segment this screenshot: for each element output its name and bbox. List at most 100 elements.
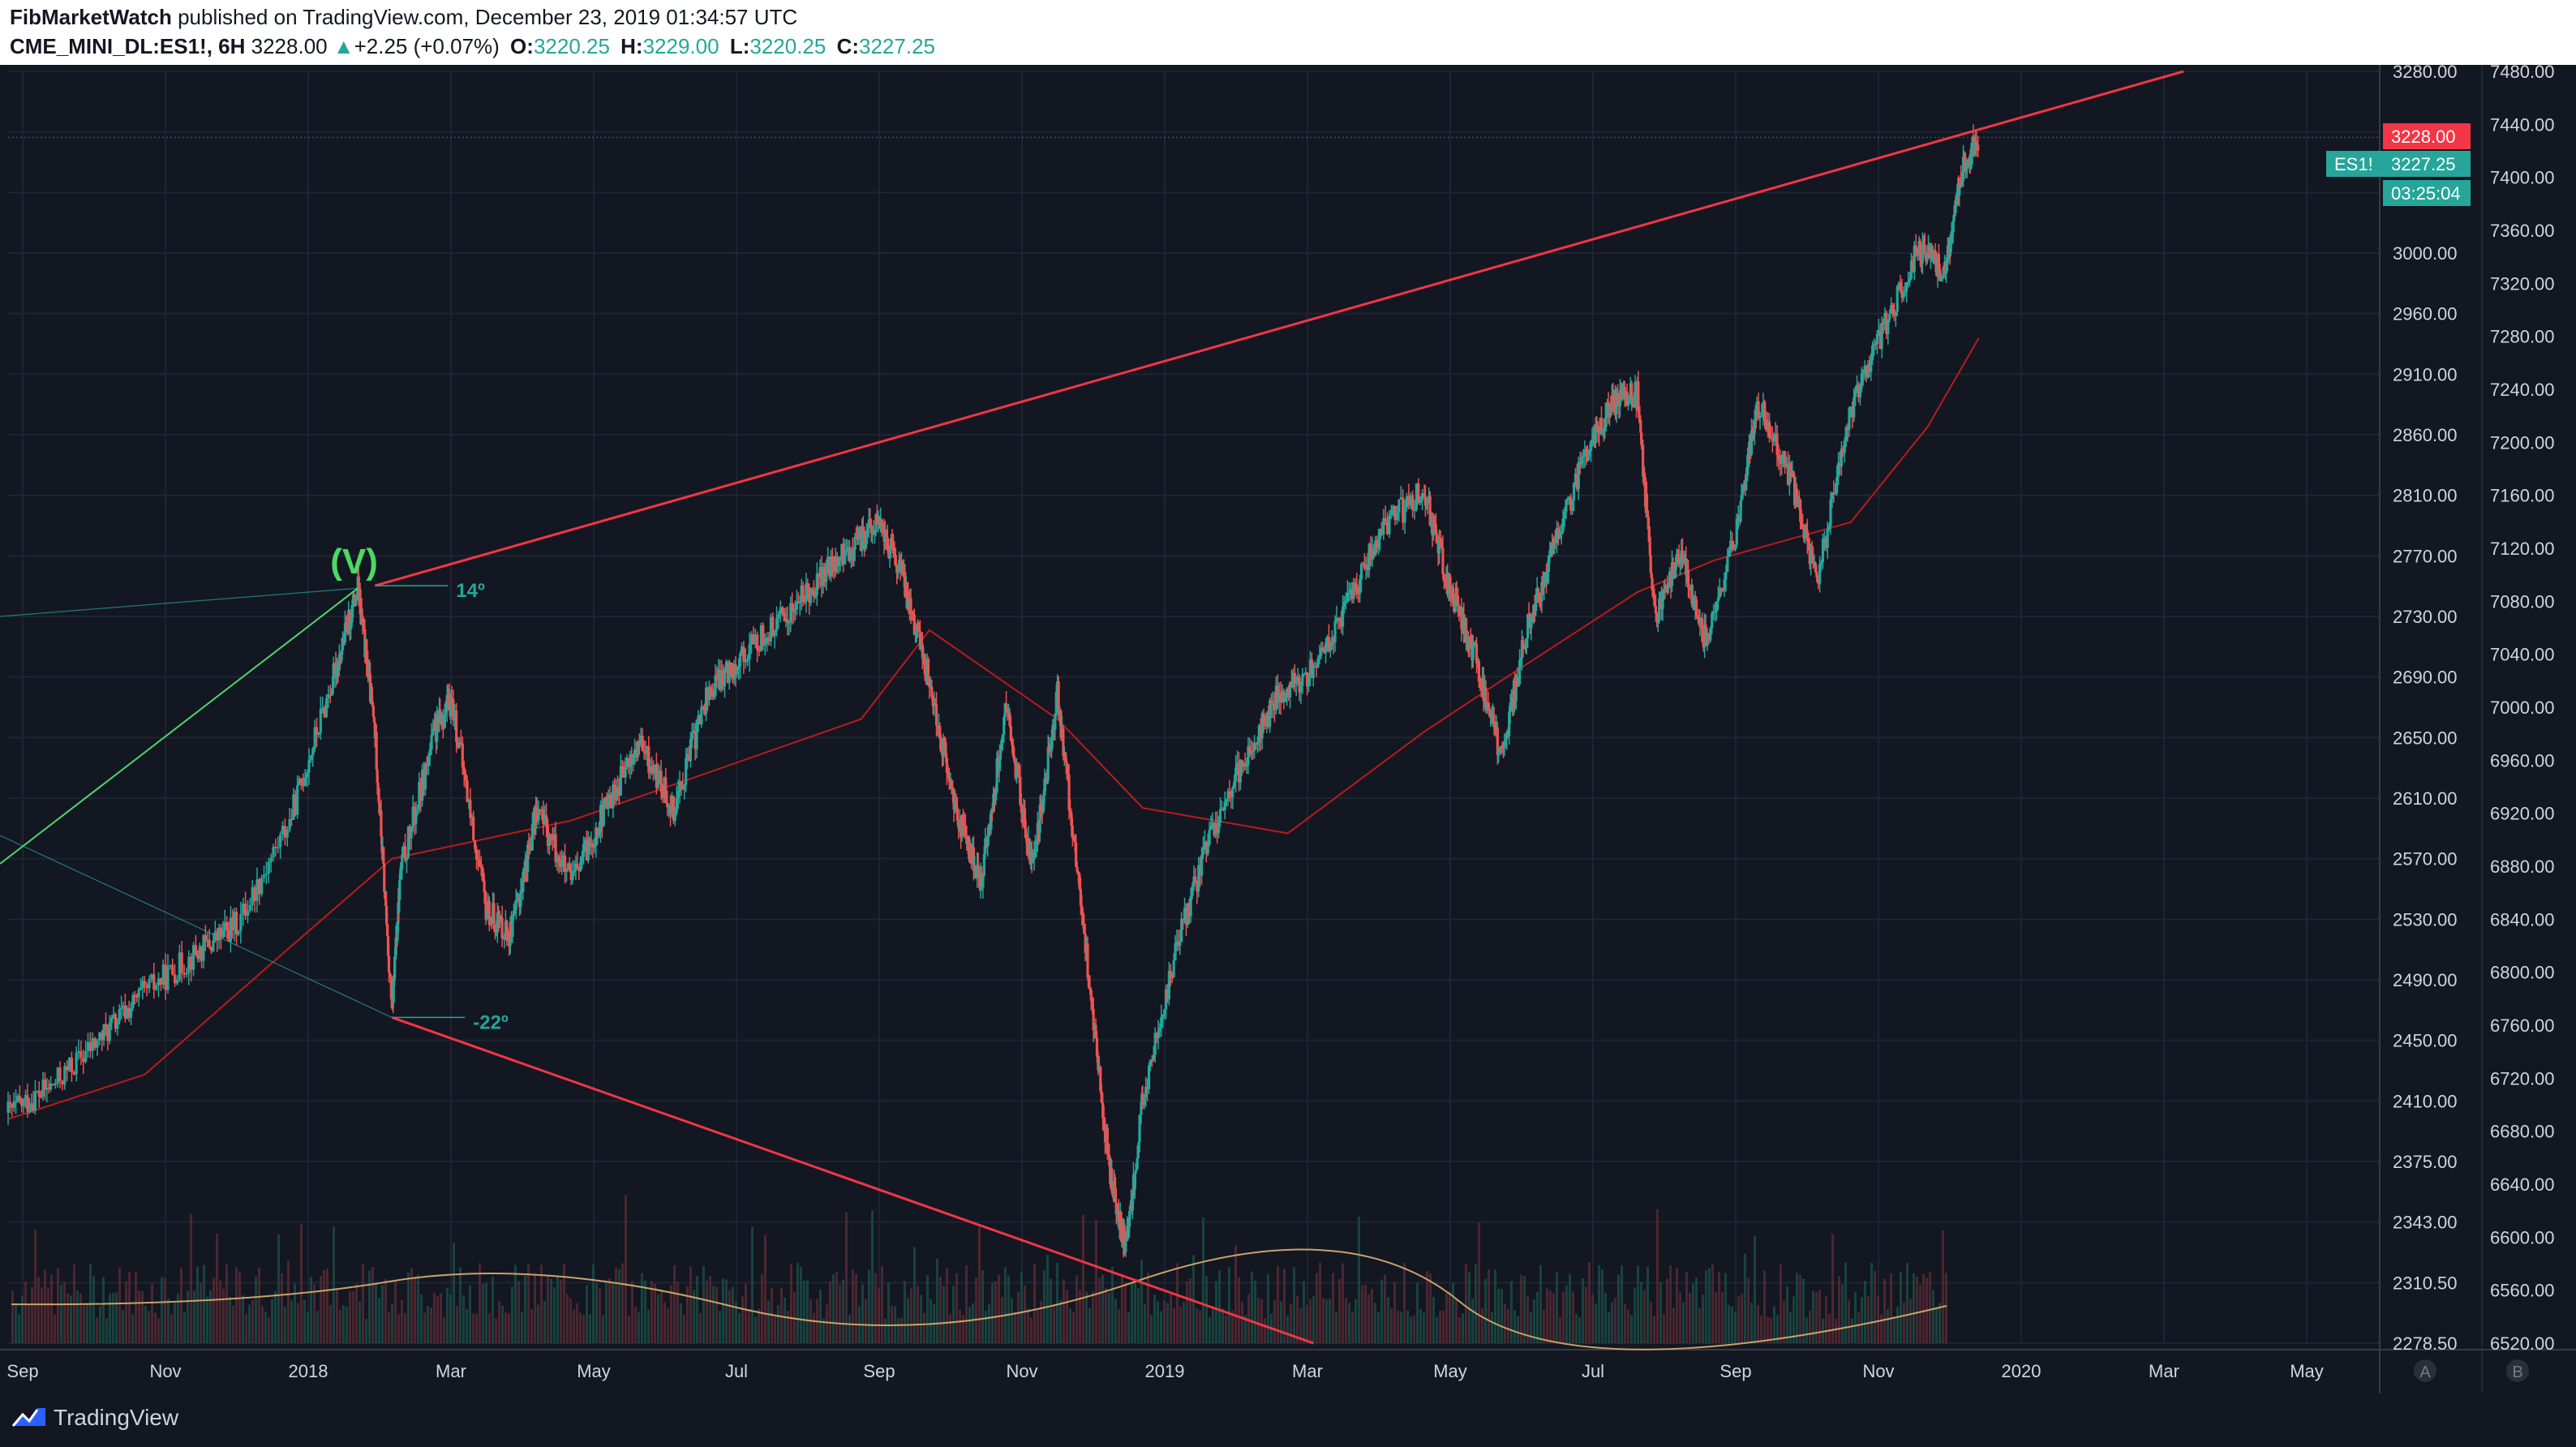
candle-down [1024,828,1028,839]
volume-bar [540,1265,543,1343]
volume-bar [24,1281,27,1343]
volume-bar [86,1303,88,1343]
candle-up [288,818,291,831]
candle-down [1646,517,1650,530]
candle-up [1033,847,1037,849]
candle-up [888,548,891,558]
candle-up [1054,692,1058,714]
symbol-name[interactable]: CME_MINI_DL:ES1!, 6H [10,34,246,58]
volume-bar [1218,1270,1221,1343]
candle-up [1136,1153,1140,1158]
chart-canvas[interactable]: 14º-22º(V)3280.003120.003040.003000.0029… [0,62,2576,1393]
candle-up [1120,1240,1123,1243]
volume-bar [1702,1295,1704,1343]
axis-button-b[interactable]: B [2512,1363,2522,1381]
volume-bar [112,1293,114,1343]
candle-down [786,619,789,624]
volume-bar [1040,1301,1042,1343]
candle-up [22,1098,25,1106]
volume-bar [290,1300,293,1343]
candle-down [1282,690,1286,702]
volume-bar [683,1315,685,1343]
candle-up [1242,763,1245,767]
candle-down [668,805,672,816]
candle-up [1003,703,1007,718]
candle-up [753,634,757,645]
candle-up [267,862,270,874]
volume-pane [11,1195,1947,1350]
candle-up [593,846,596,848]
candle-down [801,585,805,599]
axis-button-a[interactable]: A [2419,1363,2431,1381]
candle-down [1016,766,1020,770]
candle-down [361,616,364,625]
candle-up [191,945,195,970]
candle-down [1841,448,1844,453]
candle-up [1388,515,1391,535]
price-chart[interactable]: 14º-22º(V)3280.003120.003040.003000.0029… [0,62,2576,1393]
candle-down [972,847,976,872]
candle-up [612,784,615,809]
candle-up [1471,645,1475,660]
candle-down [196,954,200,960]
candle-down [385,906,389,925]
author-name[interactable]: FibMarketWatch [10,5,172,29]
volume-bar [884,1318,887,1343]
candle-down [647,746,650,773]
candle-down [1184,908,1188,925]
candle-down [464,774,467,781]
candle-up [1504,739,1507,741]
candle-up [498,917,501,921]
candle-down [455,711,458,742]
candle-up [1250,750,1253,755]
candle-up [1161,1015,1165,1018]
candle-down [1380,529,1383,535]
candle-down [1315,665,1318,668]
candle-up [251,887,254,905]
volume-bar [310,1276,312,1343]
candle-down [1057,681,1060,717]
candle-down [1064,752,1067,762]
candle-up [178,952,181,981]
volume-bar [232,1305,234,1343]
volume-bar [1874,1270,1876,1343]
candle-up [1942,266,1945,278]
tradingview-brand[interactable]: TradingView [54,1405,179,1430]
candle-down [328,694,332,697]
candle-up [512,910,516,917]
volume-bar [732,1286,734,1343]
volume-bar [1711,1264,1714,1343]
candle-up [1128,1205,1132,1211]
candle-down [1287,689,1290,698]
candle-up [1395,512,1399,521]
volume-bar [813,1312,815,1343]
volume-bar [1163,1300,1166,1343]
candle-down [190,956,193,970]
candle-down [1732,544,1736,550]
volume-bar [242,1295,244,1343]
volume-bar [1831,1234,1834,1343]
candle-down [909,598,912,613]
candle-up [239,914,243,931]
volume-bar [920,1295,922,1343]
candle-up [814,595,817,597]
candle-down [164,964,167,990]
time-axis-tick: 2018 [289,1361,328,1381]
volume-bar [1153,1295,1156,1343]
volume-bar [1384,1274,1386,1343]
volume-bar [978,1226,981,1343]
volume-bar [1786,1286,1788,1343]
candle-up [1532,604,1535,621]
candle-down [93,1037,97,1048]
volume-bar [634,1307,637,1343]
candle-up [857,531,861,540]
candle-up [269,857,273,863]
volume-bar [238,1271,241,1343]
candle-down [554,834,557,862]
volume-bar [1225,1315,1227,1343]
volume-bar [1913,1273,1915,1343]
candle-down [1865,365,1868,377]
volume-bar [579,1312,582,1343]
volume-bar [482,1283,484,1343]
candle-down [1293,672,1296,684]
